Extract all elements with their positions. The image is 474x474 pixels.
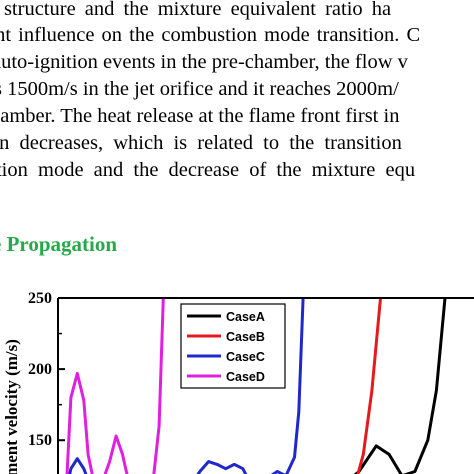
velocity-chart: 150 200 250 ment velocity (m/s) CaseA CaseB Ca…: [2, 290, 474, 474]
paragraph-line: auto-ignition events in the pre-chamber,…: [0, 51, 408, 73]
paragraph-line: ant influence on the combustion mode tra…: [0, 24, 421, 46]
section-heading: e Propagation: [0, 232, 118, 256]
y-tick-label: 250: [28, 290, 52, 307]
series-line-cased: [65, 298, 165, 474]
y-tick-label: 150: [28, 432, 52, 449]
series-group: [65, 298, 447, 474]
paragraph-line: en decreases, which is related to the tr…: [0, 132, 402, 154]
legend-box: [180, 303, 286, 389]
legend-label-casea: CaseA: [226, 310, 265, 324]
paragraph-line: r structure and the mixture equivalent r…: [0, 0, 392, 20]
series-line-casea: [353, 298, 447, 474]
paragraph-line: s 1500m/s in the jet orifice and it reac…: [0, 78, 399, 100]
velocity-chart-figure: 150 200 250 ment velocity (m/s) CaseA CaseB Ca…: [0, 284, 474, 474]
paragraph-line: hamber. The heat release at the flame fr…: [0, 105, 400, 127]
y-axis-label: ment velocity (m/s): [2, 339, 21, 474]
y-tick-label: 200: [28, 361, 52, 378]
legend-label-caseb: CaseB: [226, 330, 265, 344]
legend-label-cased: CaseD: [226, 370, 265, 384]
series-line-casec: [68, 298, 305, 474]
legend-label-casec: CaseC: [226, 350, 265, 364]
paragraph-line: stion mode and the decrease of the mixtu…: [0, 159, 416, 181]
